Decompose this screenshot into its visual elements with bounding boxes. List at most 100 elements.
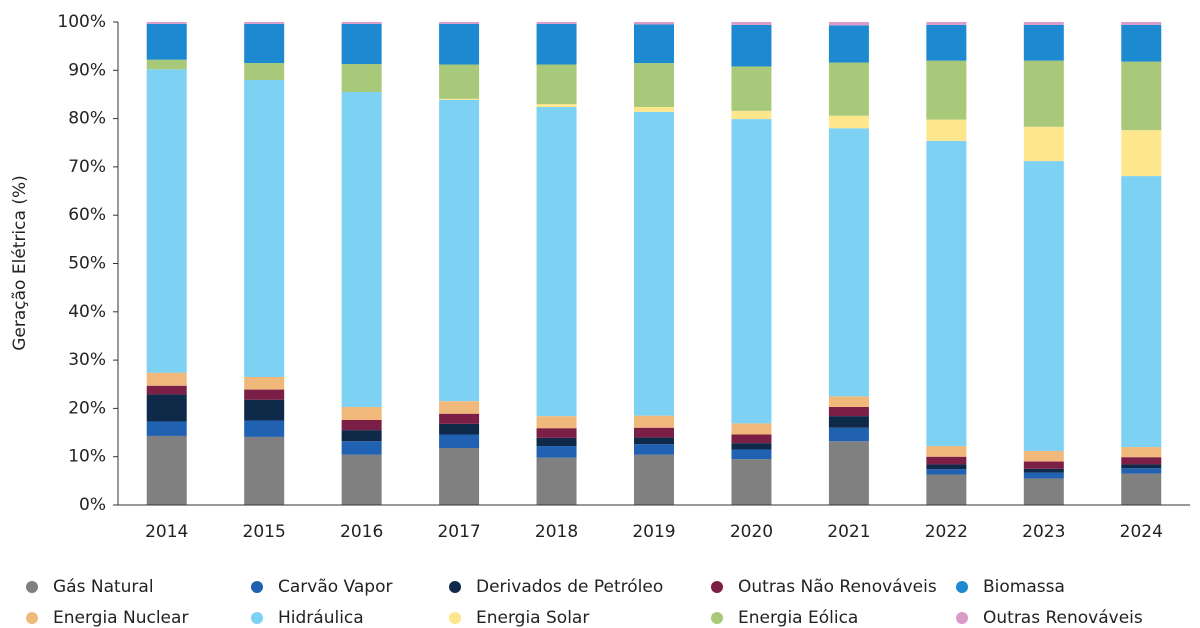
bar-segment xyxy=(634,107,674,112)
bar-segment xyxy=(731,443,772,450)
bar-segment xyxy=(536,446,577,458)
bar-segment xyxy=(439,64,480,99)
bar-segment xyxy=(1121,457,1162,465)
bar-segment xyxy=(439,99,480,402)
bar-segment xyxy=(926,464,967,470)
bar-segment xyxy=(828,427,869,442)
bar-segment xyxy=(1023,450,1064,462)
x-tick-label: 2015 xyxy=(243,522,286,542)
bar-segment xyxy=(536,107,577,417)
bar-segment xyxy=(634,22,674,25)
bar-segment xyxy=(1023,472,1064,479)
y-tick-label: 30% xyxy=(68,350,106,370)
bar-segment xyxy=(244,420,285,437)
bar-segment xyxy=(926,469,967,475)
bar-segment xyxy=(828,396,869,407)
x-tick-label: 2017 xyxy=(437,522,480,542)
bar-segment xyxy=(439,98,480,100)
legend-marker xyxy=(956,581,968,593)
bar-segment xyxy=(536,428,577,438)
bar-segment xyxy=(244,377,285,390)
y-tick-label: 40% xyxy=(68,302,106,322)
bar-segment xyxy=(1121,24,1162,62)
bar-segment xyxy=(439,448,480,505)
bar-segment xyxy=(926,22,967,25)
bar-segment xyxy=(536,23,577,65)
bar-segment xyxy=(536,64,577,105)
bar-segment xyxy=(828,416,869,428)
bar-segment xyxy=(634,437,674,445)
bar-segment xyxy=(341,454,382,505)
y-tick-label: 20% xyxy=(68,398,106,418)
bar-segment xyxy=(439,401,480,414)
legend-label: Outras Não Renováveis xyxy=(738,577,937,597)
bar-segment xyxy=(634,111,674,416)
bar-segment xyxy=(146,435,187,505)
legend-marker xyxy=(251,581,263,593)
bar-segment xyxy=(634,24,674,64)
bar-segment xyxy=(439,423,480,435)
legend-label: Carvão Vapor xyxy=(278,577,392,597)
legend-label: Gás Natural xyxy=(53,577,154,597)
bar-segment xyxy=(244,22,285,24)
bar-segment xyxy=(926,456,967,465)
bar-segment xyxy=(634,427,674,438)
bar-segment xyxy=(146,69,187,373)
bar-segment xyxy=(828,22,869,26)
legend-label: Hidráulica xyxy=(278,608,364,628)
legend-label: Outras Renováveis xyxy=(983,608,1143,628)
bar-segment xyxy=(1023,478,1064,505)
bar-segment xyxy=(1121,447,1162,458)
bar-segment xyxy=(536,104,577,108)
bar-segment xyxy=(634,415,674,428)
bar-segment xyxy=(731,434,772,444)
bar-segment xyxy=(341,64,382,93)
legend-label: Biomassa xyxy=(983,577,1065,597)
y-tick-label: 70% xyxy=(68,157,106,177)
bar-segment xyxy=(341,441,382,455)
x-tick-label: 2014 xyxy=(145,522,188,542)
bar-segment xyxy=(439,22,480,24)
bar-segment xyxy=(828,62,869,116)
legend-label: Derivados de Petróleo xyxy=(476,577,663,597)
bar-segment xyxy=(146,385,187,395)
bar-segment xyxy=(731,459,772,505)
bar-segment xyxy=(828,441,869,505)
bar-segment xyxy=(926,119,967,141)
bar-segment xyxy=(731,423,772,435)
bar-segment xyxy=(341,22,382,24)
x-tick-label: 2016 xyxy=(340,522,383,542)
bar-segment xyxy=(439,413,480,424)
bar-segment xyxy=(1023,22,1064,25)
bar-segment xyxy=(536,437,577,447)
bar-segment xyxy=(731,24,772,67)
bar-segment xyxy=(634,444,674,455)
bar-segment xyxy=(1121,468,1162,474)
bar-segment xyxy=(341,406,382,420)
bar-segment xyxy=(146,59,187,70)
bar-segment xyxy=(634,63,674,108)
legend-label: Energia Nuclear xyxy=(53,608,188,628)
bar-segment xyxy=(146,372,187,386)
legend-marker xyxy=(711,581,723,593)
legend-marker xyxy=(711,612,723,624)
bar-segment xyxy=(536,457,577,505)
y-tick-label: 60% xyxy=(68,205,106,225)
bar-segment xyxy=(536,416,577,429)
bar-segment xyxy=(244,389,285,400)
bar-segment xyxy=(1023,24,1064,61)
y-axis-label: Geração Elétrica (%) xyxy=(10,175,30,351)
bar-segment xyxy=(146,22,187,24)
bar-segment xyxy=(926,140,967,447)
bar-segment xyxy=(731,110,772,120)
bar-segment xyxy=(146,394,187,422)
bar-segment xyxy=(244,399,285,421)
y-tick-label: 10% xyxy=(68,447,106,467)
bar-segment xyxy=(634,454,674,505)
bar-segment xyxy=(1121,473,1162,505)
bar-segment xyxy=(146,23,187,60)
x-tick-label: 2023 xyxy=(1022,522,1065,542)
bar-segment xyxy=(1121,176,1162,448)
x-tick-label: 2021 xyxy=(827,522,870,542)
